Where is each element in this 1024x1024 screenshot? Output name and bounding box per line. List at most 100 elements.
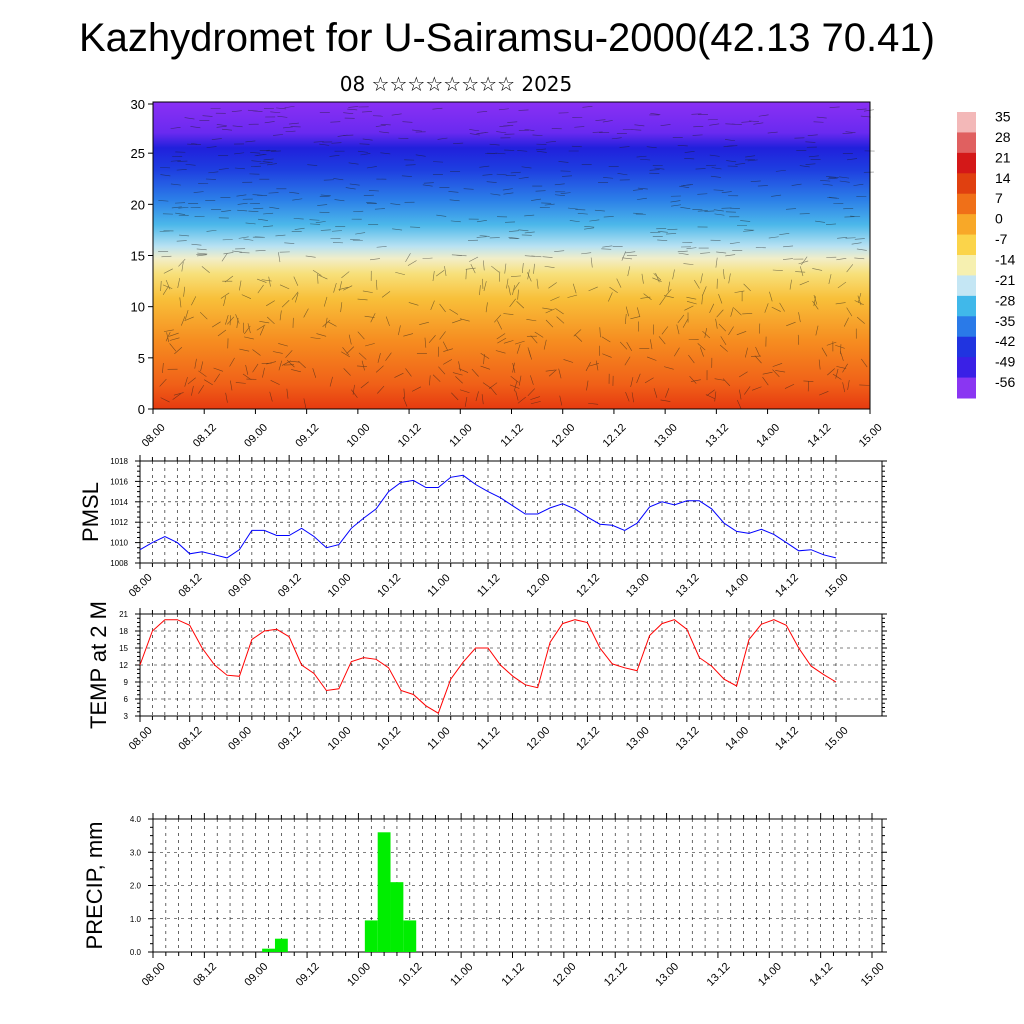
colorbar-segment — [957, 152, 976, 174]
colorbar-label: 14 — [995, 170, 1011, 186]
colorbar-segment — [957, 173, 976, 195]
x-tick-label: 10.00 — [326, 572, 354, 600]
y-tick-label: 20 — [131, 197, 145, 212]
x-tick-label: 10.12 — [397, 961, 425, 989]
y-axis-title: PRECIP, mm — [82, 822, 107, 950]
x-tick-label: 10.00 — [345, 961, 373, 989]
x-tick-label: 13.12 — [674, 725, 702, 753]
x-tick-label: 12.12 — [574, 725, 602, 753]
colorbar-segment — [957, 316, 976, 338]
y-tick-label: 10 — [131, 300, 145, 315]
x-tick-label: 12.00 — [524, 572, 552, 600]
x-tick-label: 14.12 — [773, 572, 801, 600]
x-tick-label: 10.12 — [375, 572, 403, 600]
data-line — [139, 474, 837, 559]
colorbar-segment — [957, 234, 976, 256]
y-tick-label: 1010 — [110, 539, 128, 548]
x-tick-label: 08.00 — [140, 422, 168, 450]
y-tick-label: 1.0 — [130, 915, 142, 924]
colorbar-segment — [957, 275, 976, 297]
x-tick-label: 13.12 — [705, 961, 733, 989]
colorbar-label: -14 — [995, 252, 1015, 268]
colorbar-label: 0 — [995, 211, 1003, 227]
x-tick-label: 11.00 — [447, 422, 474, 449]
precip-bar — [403, 920, 417, 952]
x-tick-label: 08.12 — [191, 422, 219, 450]
x-tick-label: 15.00 — [859, 961, 887, 989]
x-tick-label: 13.00 — [624, 572, 652, 600]
colorbar-segment — [957, 295, 976, 317]
y-tick-label: 1012 — [110, 518, 128, 527]
plot-frame — [139, 460, 883, 564]
x-tick-label: 10.12 — [396, 422, 424, 450]
x-tick-label: 14.00 — [723, 572, 751, 600]
x-tick-label: 09.00 — [242, 961, 270, 989]
x-tick-label: 11.00 — [425, 725, 452, 752]
x-tick-label: 12.12 — [574, 572, 602, 600]
colorbar-label: -7 — [995, 231, 1008, 247]
colorbar-label: 21 — [995, 149, 1011, 165]
colorbar-label: 28 — [995, 129, 1011, 145]
x-tick-label: 15.00 — [823, 725, 851, 753]
chart-subtitle: 08 ☆☆☆☆☆☆☆☆ 2025 — [339, 72, 573, 96]
y-tick-label: 18 — [119, 627, 128, 636]
y-axis-title: PMSL — [78, 482, 103, 542]
x-tick-label: 12.00 — [524, 725, 552, 753]
data-line — [139, 619, 837, 714]
chart-title: Kazhydromet for U-Sairamsu-2000(42.13 70… — [79, 16, 935, 60]
x-tick-label: 13.00 — [653, 961, 681, 989]
x-tick-label: 14.00 — [754, 422, 782, 450]
x-tick-label: 08.12 — [176, 725, 204, 753]
colorbar-segment — [957, 112, 976, 133]
y-tick-label: 3 — [124, 712, 129, 721]
x-tick-label: 13.12 — [674, 572, 702, 600]
y-tick-label: 1018 — [110, 457, 128, 466]
x-tick-label: 12.12 — [601, 422, 629, 450]
y-tick-label: 5 — [138, 351, 145, 366]
y-tick-label: 21 — [119, 610, 128, 619]
colorbar-label: -56 — [995, 374, 1015, 390]
x-tick-label: 08.00 — [127, 725, 155, 753]
grid — [139, 613, 882, 717]
precip-bar — [377, 832, 391, 952]
x-tick-label: 09.12 — [293, 422, 321, 450]
y-tick-label: 4.0 — [130, 815, 142, 824]
wind-streamlines — [158, 105, 875, 410]
colorbar-segment — [957, 214, 976, 236]
x-tick-label: 11.12 — [475, 725, 502, 752]
y-tick-label: 0 — [138, 402, 145, 417]
precip-bar — [390, 882, 404, 952]
x-tick-label: 09.12 — [276, 725, 304, 753]
x-tick-label: 14.00 — [756, 961, 784, 989]
y-tick-label: 6 — [124, 695, 129, 704]
x-tick-label: 09.12 — [276, 572, 304, 600]
colorbar-segment — [957, 336, 976, 358]
y-axis-title: TEMP at 2 M — [86, 601, 111, 729]
colorbar-label: -35 — [995, 313, 1015, 329]
x-tick-label: 15.00 — [857, 422, 885, 450]
x-tick-label: 11.12 — [475, 572, 502, 599]
x-tick-label: 14.12 — [807, 961, 835, 989]
colorbar-segment — [957, 357, 976, 379]
x-tick-label: 09.12 — [294, 961, 322, 989]
x-tick-label: 09.00 — [242, 422, 270, 450]
x-tick-label: 11.00 — [425, 572, 452, 599]
colorbar-label: -42 — [995, 333, 1015, 349]
x-tick-label: 13.00 — [624, 725, 652, 753]
colorbar-segment — [957, 193, 976, 215]
y-tick-label: 12 — [119, 661, 128, 670]
grid — [139, 460, 882, 564]
y-tick-label: 2.0 — [130, 882, 142, 891]
precip-bar — [274, 938, 288, 952]
colorbar-label: 35 — [995, 109, 1011, 125]
x-tick-label: 13.00 — [652, 422, 680, 450]
x-tick-label: 10.00 — [345, 422, 373, 450]
x-tick-label: 14.00 — [723, 725, 751, 753]
y-tick-label: 25 — [131, 146, 145, 161]
y-tick-label: 30 — [131, 97, 145, 112]
x-tick-label: 08.00 — [127, 572, 155, 600]
y-tick-label: 0.0 — [130, 948, 142, 957]
precip-bar — [262, 948, 275, 952]
x-tick-label: 10.12 — [375, 725, 403, 753]
